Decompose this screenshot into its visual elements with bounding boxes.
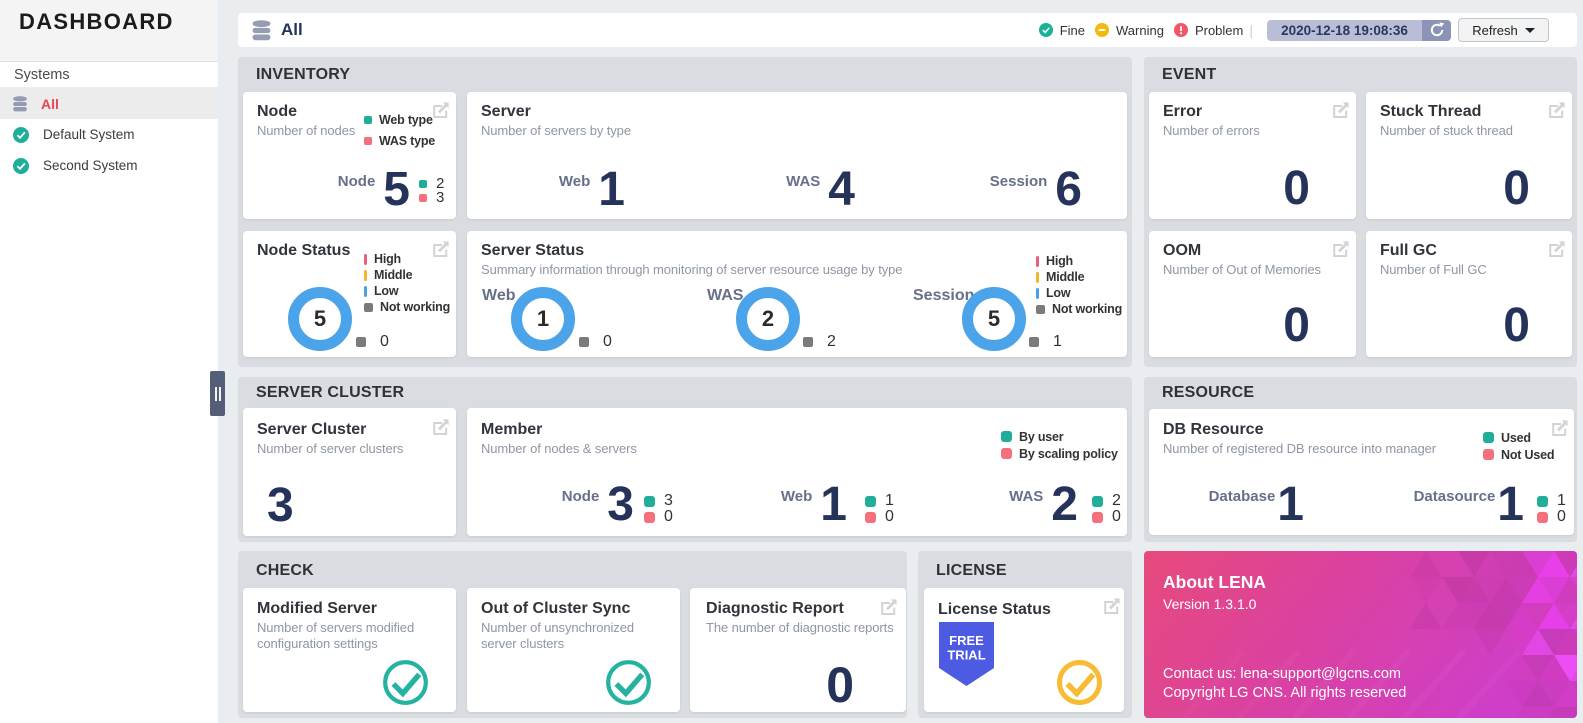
svg-text:Copyright LG CNS. All rights r: Copyright LG CNS. All rights reserved — [1163, 685, 1406, 701]
svg-text:Contact us: lena-support@lgcns: Contact us: lena-support@lgcns.com — [1163, 666, 1401, 682]
svg-text:Version 1.3.1.0: Version 1.3.1.0 — [1163, 596, 1257, 612]
svg-text:TRIAL: TRIAL — [947, 648, 985, 663]
svg-text:FREE: FREE — [949, 633, 984, 648]
svg-text:About LENA: About LENA — [1163, 572, 1266, 592]
